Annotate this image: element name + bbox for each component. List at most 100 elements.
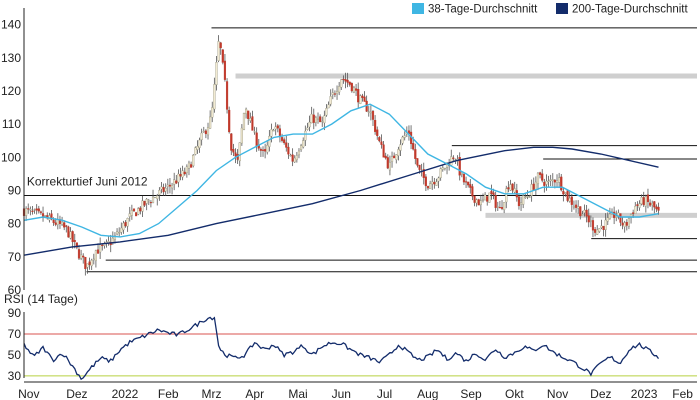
- candle-body: [283, 139, 286, 144]
- candle-body: [139, 207, 142, 212]
- candle-body: [619, 213, 622, 223]
- candle-body: [145, 198, 148, 204]
- candle-body: [135, 212, 138, 217]
- candle-body: [295, 155, 298, 161]
- candle-body: [555, 180, 559, 183]
- candle-body: [602, 226, 605, 231]
- candle-body: [270, 129, 273, 137]
- candle-body: [513, 188, 516, 193]
- ma200-line: [23, 146, 659, 256]
- candle-body: [344, 79, 347, 82]
- candle-body: [452, 157, 455, 159]
- candle-body: [333, 93, 337, 95]
- candle-body: [245, 108, 248, 115]
- candle-body: [274, 126, 277, 130]
- candle-body: [156, 195, 159, 199]
- candle-body: [310, 113, 313, 124]
- candle-body: [137, 208, 140, 215]
- candle-body: [623, 222, 626, 227]
- candle-body: [496, 206, 499, 208]
- candle-body: [649, 202, 652, 206]
- candle-body: [168, 184, 172, 187]
- candle-body: [316, 118, 320, 120]
- candle-body: [31, 210, 34, 212]
- candle-body: [378, 137, 381, 142]
- candle-body: [568, 198, 571, 202]
- candle-body: [306, 127, 309, 130]
- candle-body: [399, 144, 402, 151]
- candle-body: [179, 174, 182, 177]
- candle-body: [536, 172, 540, 185]
- candle-body: [458, 157, 461, 176]
- candle-body: [545, 180, 548, 185]
- candle-body: [211, 107, 214, 118]
- candle-body: [215, 62, 218, 85]
- candle-body: [393, 155, 396, 159]
- x-tick-aug-9: Aug: [417, 387, 438, 400]
- candle-body: [566, 190, 569, 201]
- candle-body: [35, 208, 38, 211]
- candle-body: [276, 125, 279, 129]
- candle-body: [553, 179, 556, 183]
- candle-body: [528, 196, 531, 198]
- candle-body: [653, 201, 656, 208]
- candle-body: [230, 133, 233, 151]
- candle-body: [471, 186, 474, 197]
- price-y-tick-90: 90: [8, 183, 22, 197]
- candle-body: [192, 155, 195, 167]
- candle-body: [238, 142, 241, 162]
- candle-body: [363, 96, 366, 102]
- candle-body: [259, 149, 262, 151]
- candle-body: [361, 95, 364, 98]
- price-y-tick-120: 120: [1, 84, 21, 98]
- price-y-tick-140: 140: [1, 18, 21, 32]
- candle-body: [429, 183, 432, 189]
- candle-body: [240, 127, 243, 144]
- candle-body: [253, 131, 256, 133]
- candle-body: [570, 196, 573, 205]
- candle-body: [371, 111, 375, 120]
- candle-body: [52, 219, 55, 223]
- candle-body: [175, 180, 178, 184]
- candle-body: [464, 181, 468, 183]
- candle-body: [247, 110, 250, 119]
- candle-body: [80, 254, 83, 259]
- candle-body: [355, 88, 358, 91]
- candle-body: [92, 258, 95, 260]
- candle-body: [621, 222, 624, 226]
- candle-body: [390, 156, 394, 162]
- price-y-tick-60: 60: [8, 283, 22, 297]
- chart-legend: 38-Tage-Durchschnitt 200-Tage-Durchschni…: [412, 3, 689, 16]
- candle-body: [94, 250, 97, 261]
- candle-body: [574, 204, 578, 208]
- candle-body: [319, 116, 322, 123]
- candle-body: [488, 192, 491, 203]
- candle-body: [67, 226, 70, 238]
- candle-body: [164, 187, 167, 192]
- candle-body: [217, 41, 220, 61]
- candle-body: [261, 149, 265, 151]
- candle-body: [627, 218, 631, 227]
- candle-body: [232, 149, 235, 153]
- candle-body: [202, 131, 205, 133]
- candle-body: [348, 81, 351, 85]
- candle-body: [418, 164, 421, 170]
- candle-body: [225, 81, 229, 110]
- x-tick-2023-14: 2023: [631, 387, 658, 400]
- candle-body: [519, 202, 523, 205]
- candle-body: [655, 206, 658, 210]
- candle-body: [547, 180, 550, 182]
- candle-body: [302, 140, 305, 148]
- candle-body: [154, 196, 157, 199]
- x-tick-jun-7: Jun: [332, 387, 351, 400]
- rsi-panel: RSI (14 Tage) 30 50 70 90: [4, 292, 697, 383]
- x-tick-dez-13: Dez: [590, 387, 611, 400]
- candle-body: [268, 136, 271, 147]
- candle-body: [608, 213, 611, 219]
- candle-body: [249, 118, 252, 121]
- rsi-y-tick-30: 30: [8, 369, 22, 383]
- candle-body: [206, 127, 210, 136]
- candle-body: [266, 145, 269, 153]
- candle-body: [264, 149, 267, 152]
